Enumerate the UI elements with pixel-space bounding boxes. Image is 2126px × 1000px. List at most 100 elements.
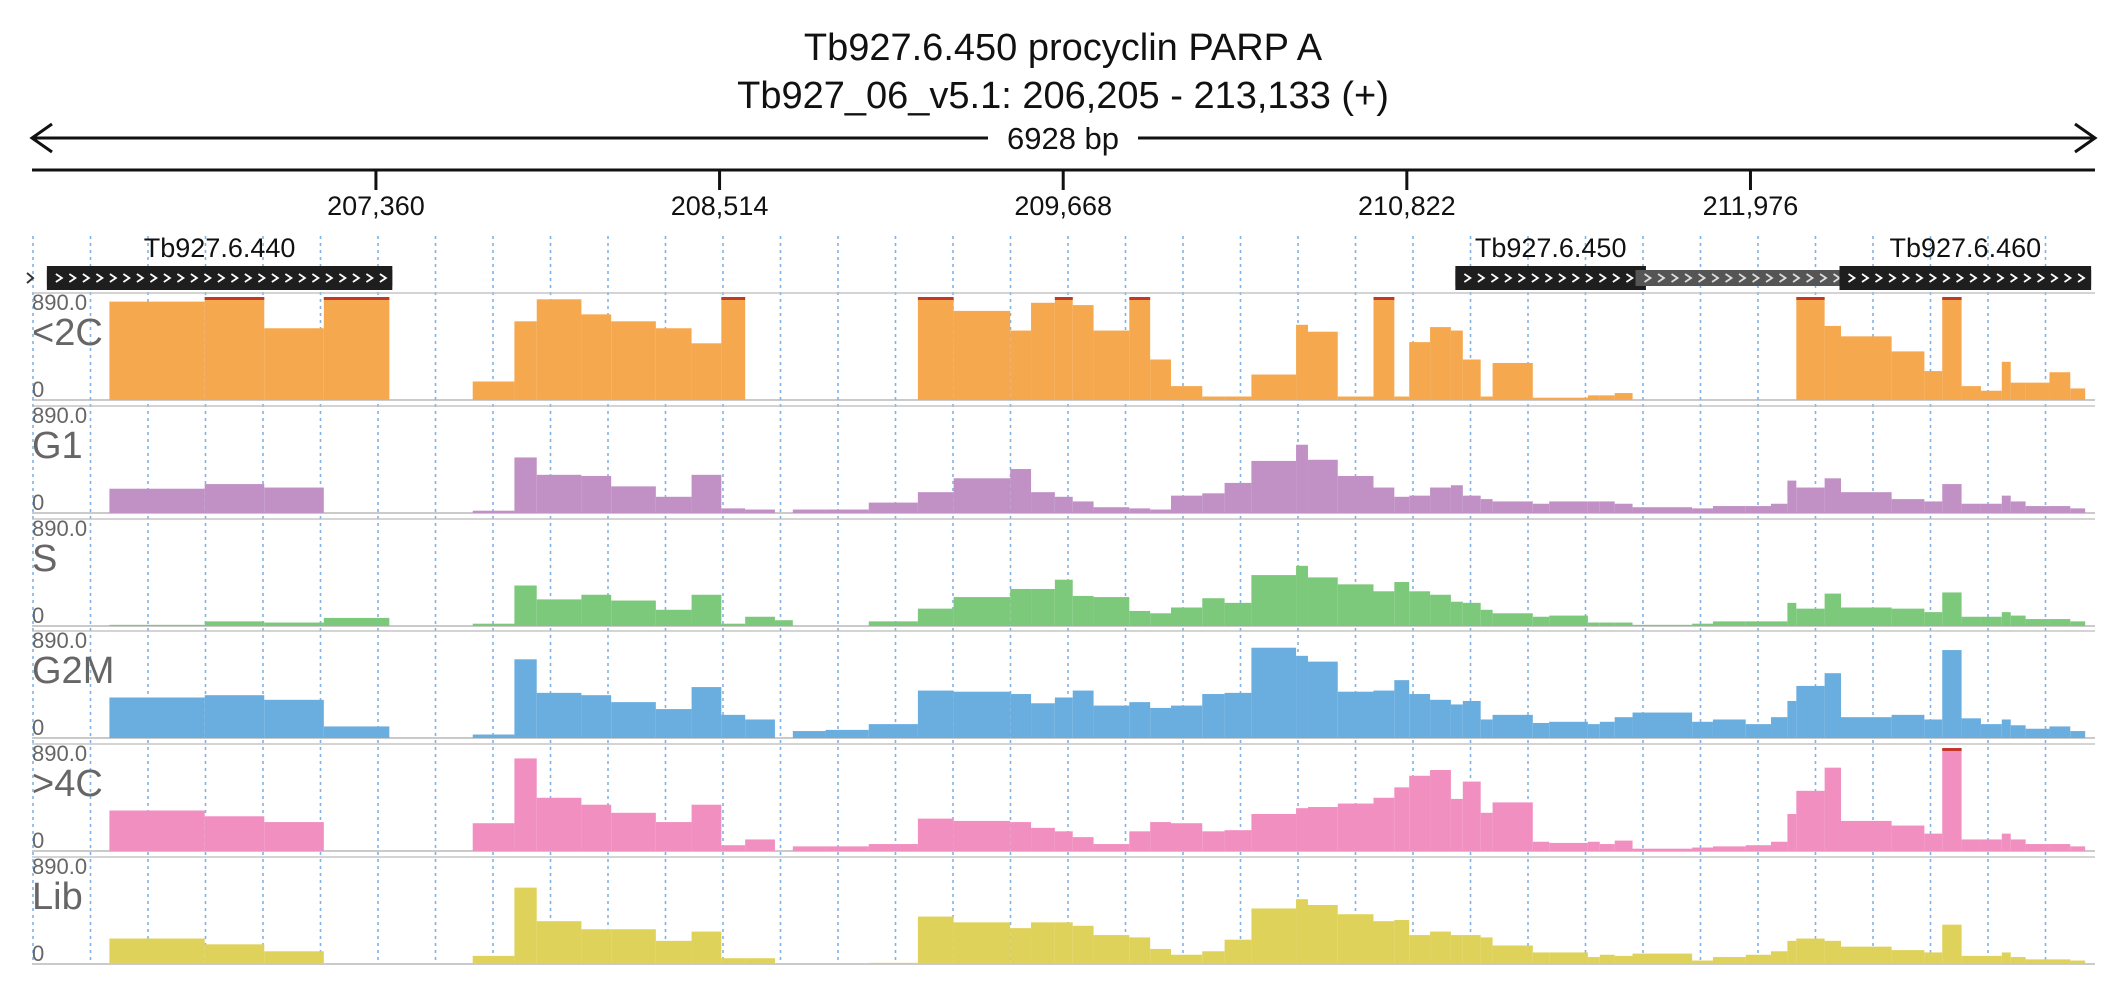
chart-subtitle: Tb927_06_v5.1: 206,205 - 213,133 (+) [737, 75, 1389, 117]
coverage-bar [1202, 951, 1225, 964]
coverage-bar [917, 608, 954, 626]
coverage-bar [691, 687, 722, 738]
coverage-bar [1450, 798, 1463, 851]
coverage-bar [1072, 501, 1094, 513]
coverage-bar [109, 938, 205, 964]
coverage-bar [1891, 825, 1925, 851]
coverage-bar [611, 812, 656, 851]
coverage-bar [581, 594, 612, 626]
coverage-bar [1251, 460, 1297, 513]
strand-arrow [176, 273, 186, 283]
coverage-bar [1942, 297, 1962, 400]
clip-marker [917, 297, 954, 300]
strand-arrow [1657, 273, 1666, 283]
coverage-bar [1296, 655, 1308, 738]
coverage-bar [323, 297, 390, 400]
coverage-bar [691, 594, 722, 626]
coverage-bar [1532, 503, 1550, 513]
coverage-bar [1307, 577, 1338, 626]
coverage-bar [1942, 592, 1962, 626]
coverage-bar [1745, 845, 1772, 851]
coverage-bar [581, 804, 612, 851]
gene-cds [46, 266, 393, 290]
coverage-bar [2010, 957, 2026, 964]
coverage-bar [2010, 615, 2026, 626]
coverage-bar [1824, 325, 1841, 400]
coverage-bar [1587, 501, 1600, 513]
coverage-bar [745, 509, 775, 513]
coverage-bar [1980, 503, 2002, 513]
coverage-bar [536, 474, 582, 513]
coverage-bar [2070, 731, 2086, 738]
coverage-bar [204, 297, 265, 400]
strand-arrow [1996, 273, 2005, 283]
coverage-bar [1307, 904, 1338, 964]
coverage-bar [1409, 495, 1431, 513]
chart-title: Tb927.6.450 procyclin PARP A [804, 27, 1323, 69]
strand-arrow [1544, 273, 1553, 283]
coverage-bar [774, 620, 793, 626]
coverage-bar [655, 496, 692, 513]
coverage-bar [109, 301, 205, 400]
strand-arrow [1711, 273, 1720, 283]
track-ymin-label: 0 [32, 603, 44, 628]
coverage-bar [264, 951, 324, 964]
track-ymin-label: 0 [32, 715, 44, 740]
coverage-bar [1632, 712, 1693, 738]
coverage-bar [792, 731, 826, 738]
track-G1: 890.0G1 0 [32, 403, 2095, 515]
coverage-bar [1307, 331, 1338, 400]
coverage-bar [745, 719, 775, 738]
coverage-bar [581, 314, 612, 400]
coverage-bar [1891, 714, 1925, 738]
coverage-bar [1150, 707, 1171, 738]
coverage-bar [109, 697, 205, 738]
coverage-bar [1587, 622, 1600, 626]
strand-arrow [190, 273, 199, 283]
coverage-bar [1980, 955, 2002, 964]
coverage-bar [472, 823, 515, 851]
coverage-bar [917, 818, 954, 851]
strand-arrow [55, 273, 64, 283]
coverage-bar [721, 297, 746, 400]
coverage-bar [1031, 827, 1055, 851]
coverage-bar [953, 922, 1011, 964]
coverage-bar [2025, 619, 2050, 626]
coverage-bar [1961, 386, 1981, 400]
coverage-bar [1224, 830, 1252, 851]
coverage-bar [1824, 478, 1841, 513]
coverage-bar [1430, 487, 1451, 513]
coverage-bar [1337, 914, 1374, 964]
coverage-bar [1980, 390, 2002, 400]
strand-arrow [338, 273, 348, 283]
strand-arrow [1779, 273, 1788, 283]
strand-arrow [1517, 273, 1526, 283]
coverage-bar [1771, 503, 1788, 513]
coverage-bar [1072, 690, 1094, 738]
coverage-bar [514, 321, 537, 400]
coverage-bar [1129, 297, 1151, 400]
track-ymax-label: 890.0 [32, 741, 87, 766]
track-ymin-label: 0 [32, 490, 44, 515]
coverage-bar [1712, 957, 1746, 964]
coverage-bar [792, 846, 826, 851]
coverage-bar [1394, 582, 1410, 626]
coverage-bar [917, 690, 954, 738]
strand-arrow [1902, 273, 1911, 283]
coverage-bar [953, 478, 1011, 513]
coverage-bar [514, 758, 537, 851]
clip-marker [1054, 297, 1073, 300]
coverage-tracks: 890.0<2C0890.0G10890.0S0890.0G2M0890.0>4… [32, 290, 2095, 966]
coverage-bar [1150, 948, 1171, 964]
span-arrow: 6928 bp [29, 120, 2098, 156]
coverage-bar [2049, 844, 2071, 851]
coverage-bar [1532, 722, 1550, 738]
coverage-bar [264, 487, 324, 513]
coverage-bar [868, 502, 918, 513]
strand-arrow [298, 273, 307, 283]
coverage-bar [1787, 700, 1797, 738]
strand-arrow [2050, 273, 2059, 283]
coverage-bar [1373, 297, 1395, 400]
coverage-bar [655, 709, 692, 738]
coverage-bar [1373, 921, 1395, 964]
